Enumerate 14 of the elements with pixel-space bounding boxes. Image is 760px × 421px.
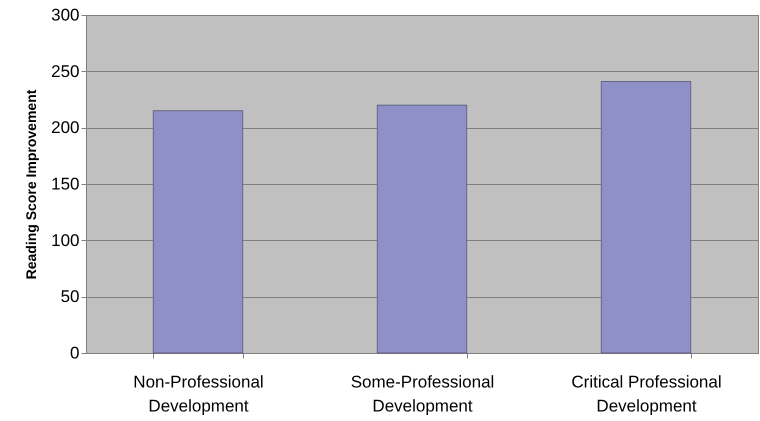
y-tick-label: 250	[51, 62, 80, 81]
y-tick-label: 200	[51, 118, 80, 138]
y-tick-label: 100	[51, 230, 80, 250]
x-tick-label: Some-Professional Development	[350, 372, 494, 416]
bar	[600, 81, 692, 354]
y-tick-label: 50	[60, 287, 80, 306]
y-tick-label: 0	[70, 344, 80, 362]
x-tick-label: Critical Professional Development	[571, 372, 722, 416]
x-tick-label: Non-Professional Development	[133, 372, 264, 416]
bar	[152, 110, 244, 354]
y-tick-label: 300	[51, 6, 80, 24]
y-axis-title: Reading Score Improvement	[23, 89, 40, 280]
y-tick-label: 150	[51, 174, 80, 194]
bar	[376, 104, 468, 354]
